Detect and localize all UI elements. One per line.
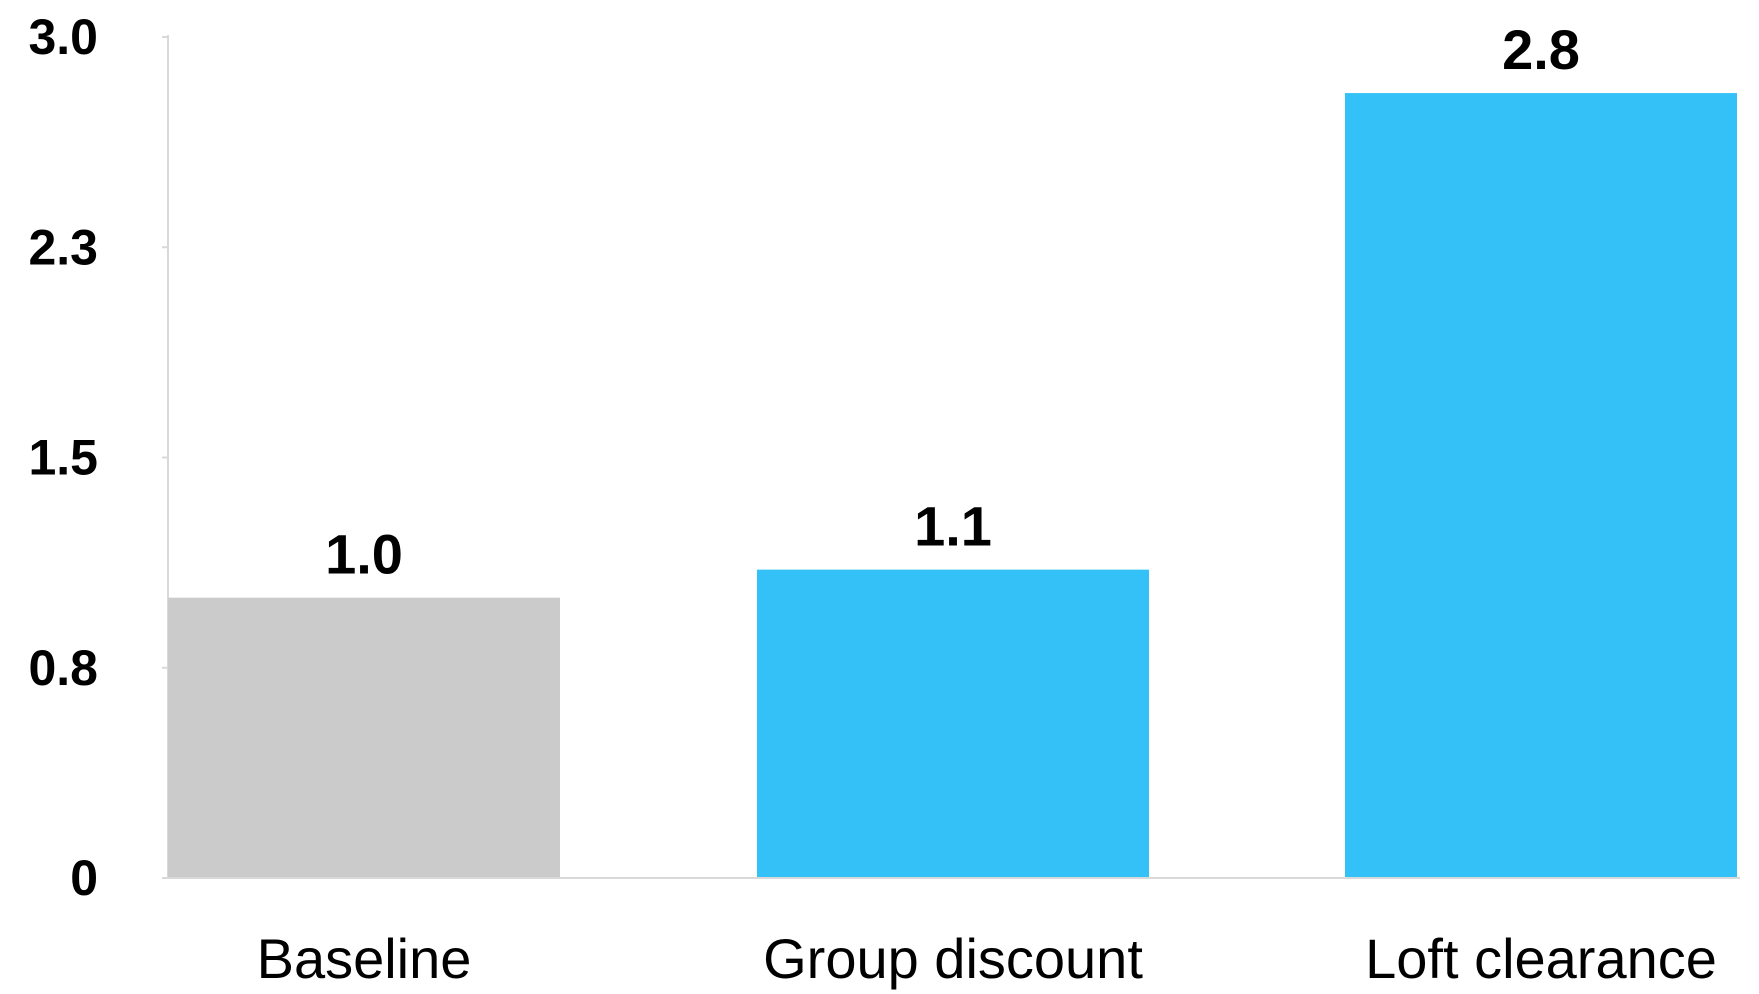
y-tick-label: 2.3 [28,219,98,275]
category-label: Group discount [763,927,1143,990]
x-axis: Baseline Group discount Loft clearance [162,877,1740,990]
bars [168,93,1737,879]
bar [757,569,1149,878]
y-tick-label: 1.5 [28,430,98,486]
y-axis: 0 0.8 1.5 2.3 3.0 [28,9,169,906]
data-label: 1.0 [325,523,403,586]
data-labels: 1.0 1.1 2.8 [325,18,1580,586]
bar [1345,93,1737,879]
y-tick-label: 3.0 [28,9,98,65]
data-label: 1.1 [914,495,992,558]
y-tick-label: 0.8 [28,640,98,696]
bar [168,597,560,878]
category-label: Loft clearance [1365,927,1717,990]
category-label: Baseline [257,927,472,990]
data-label: 2.8 [1502,18,1580,81]
y-tick-label: 0 [70,850,98,906]
